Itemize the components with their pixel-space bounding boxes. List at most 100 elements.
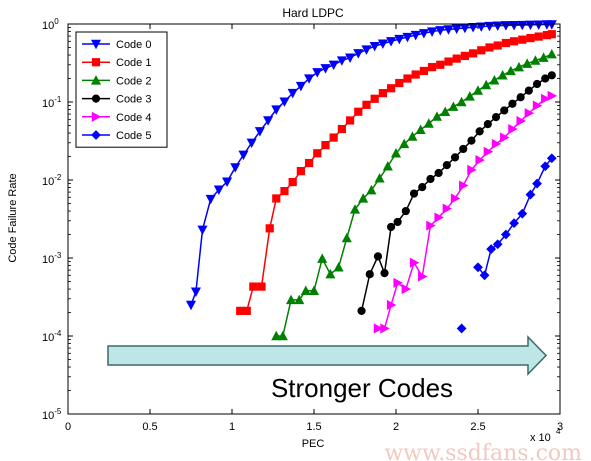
- data-point: [442, 203, 453, 214]
- data-point: [369, 41, 380, 52]
- data-point: [190, 287, 201, 297]
- data-point: [395, 78, 404, 88]
- data-point: [440, 106, 451, 116]
- data-point: [286, 294, 297, 305]
- data-point: [415, 124, 426, 135]
- data-point: [547, 30, 556, 39]
- x-tick-label: 1.5: [306, 421, 321, 433]
- data-point: [373, 323, 384, 334]
- series-line: [190, 23, 552, 306]
- data-point: [380, 323, 390, 334]
- data-point: [321, 141, 330, 150]
- data-point: [238, 150, 249, 161]
- series-code-2: [271, 48, 557, 341]
- data-point: [341, 232, 352, 243]
- data-point: [320, 64, 331, 74]
- data-point: [401, 284, 412, 295]
- data-point: [242, 306, 251, 315]
- data-point: [530, 55, 541, 65]
- data-point: [427, 27, 438, 37]
- watermark: www.ssdfans.com: [384, 441, 582, 461]
- series-layer: [185, 20, 558, 341]
- data-point: [526, 33, 535, 43]
- y-axis-label: Code Failure Rate: [7, 173, 19, 262]
- legend-item: Code 2: [82, 75, 151, 87]
- y-tick-label: 10-1: [42, 95, 62, 110]
- data-point: [358, 193, 369, 203]
- series-code-4: [373, 90, 558, 334]
- data-point: [246, 138, 257, 149]
- data-point: [467, 136, 476, 145]
- legend-label: Code 2: [116, 75, 151, 87]
- data-point: [473, 262, 483, 273]
- data-point: [456, 323, 467, 334]
- data-point: [382, 160, 393, 171]
- data-point: [464, 91, 475, 101]
- data-point: [295, 81, 306, 92]
- data-point: [296, 167, 305, 176]
- axes: [67, 23, 561, 415]
- x-tick-label: 0: [65, 421, 71, 433]
- data-point: [377, 39, 388, 49]
- legend-label: Code 0: [116, 39, 151, 51]
- data-point: [541, 74, 550, 83]
- data-point: [532, 79, 542, 89]
- data-point: [287, 88, 298, 99]
- data-point: [409, 189, 419, 198]
- data-point: [505, 65, 516, 76]
- x-tick-label: 2.5: [470, 421, 485, 433]
- data-point: [418, 29, 429, 39]
- data-point: [418, 183, 427, 192]
- data-point: [277, 330, 288, 341]
- data-point: [508, 124, 518, 135]
- data-point: [517, 20, 528, 31]
- data-point: [365, 270, 374, 279]
- data-point: [257, 282, 266, 291]
- y-tick-label: 10-3: [42, 251, 62, 266]
- data-point: [407, 131, 418, 141]
- data-point: [312, 68, 323, 78]
- data-point: [491, 113, 501, 122]
- data-point: [468, 49, 478, 58]
- data-point: [452, 54, 461, 63]
- data-point: [185, 300, 197, 311]
- data-point: [349, 204, 361, 214]
- data-point: [434, 212, 444, 223]
- y-tick-label: 100: [42, 17, 59, 32]
- data-point: [475, 155, 485, 166]
- data-point: [427, 63, 437, 72]
- legend-marker: [91, 111, 102, 122]
- data-point: [265, 224, 274, 233]
- data-point: [467, 164, 477, 175]
- data-point: [483, 120, 492, 129]
- legend-item: Code 5: [82, 130, 151, 142]
- data-point: [272, 194, 281, 203]
- data-point: [288, 177, 297, 187]
- x-multiplier-base: x 10: [530, 432, 551, 444]
- data-point: [222, 177, 233, 188]
- data-point: [476, 22, 487, 32]
- data-point: [483, 146, 494, 157]
- data-point: [459, 144, 468, 154]
- legend-label: Code 5: [116, 130, 151, 142]
- data-point: [546, 153, 557, 164]
- data-point: [540, 161, 551, 172]
- data-point: [491, 138, 502, 149]
- data-point: [486, 244, 497, 255]
- data-point: [366, 184, 377, 195]
- data-point: [304, 158, 314, 168]
- data-point: [468, 22, 479, 33]
- data-point: [374, 173, 385, 183]
- data-point: [333, 262, 344, 272]
- data-point: [538, 52, 549, 62]
- chart-title: Hard LDPC: [282, 6, 344, 20]
- data-point: [546, 48, 557, 59]
- data-point: [370, 94, 379, 103]
- data-point: [524, 86, 533, 95]
- data-point: [534, 32, 543, 41]
- y-tick-label: 10-5: [42, 407, 62, 422]
- data-point: [500, 106, 509, 115]
- legend-marker: [90, 75, 102, 85]
- data-point: [386, 299, 397, 310]
